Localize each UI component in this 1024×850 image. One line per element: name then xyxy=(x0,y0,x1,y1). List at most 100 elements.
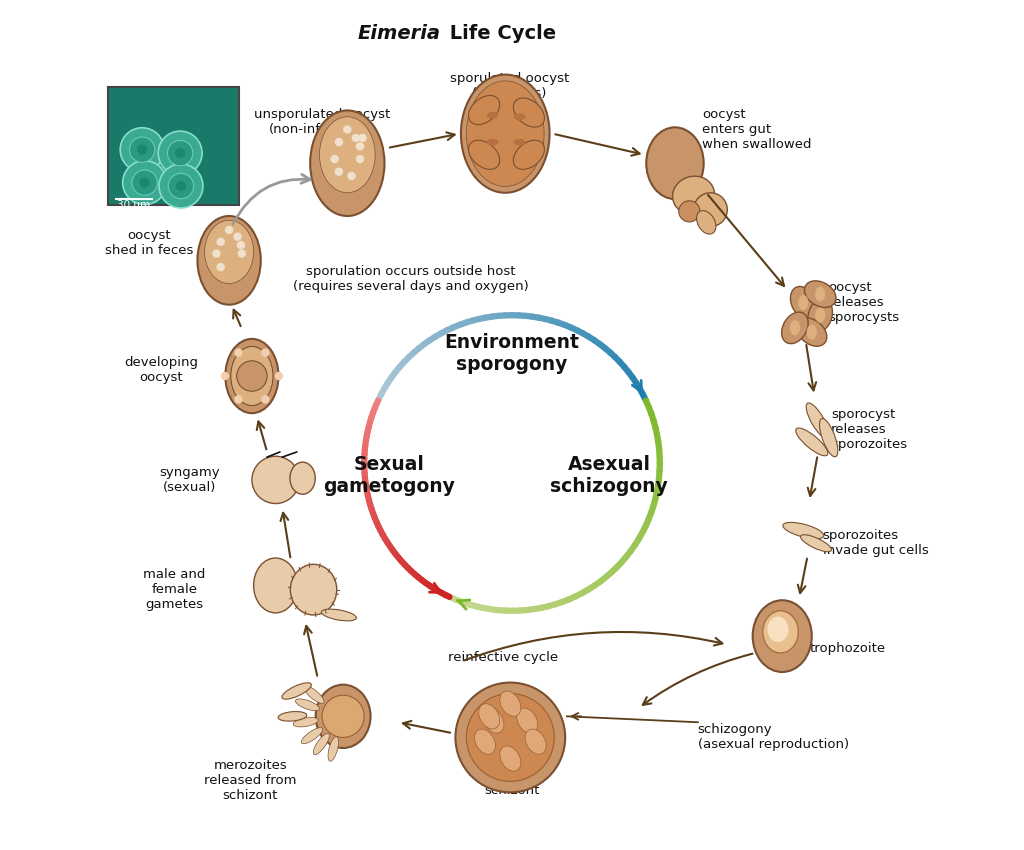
Ellipse shape xyxy=(815,286,825,302)
Ellipse shape xyxy=(808,298,833,332)
Circle shape xyxy=(261,348,269,357)
Ellipse shape xyxy=(313,734,330,755)
Ellipse shape xyxy=(799,295,808,310)
Text: oocyst
releases
sporocysts: oocyst releases sporocysts xyxy=(828,281,900,324)
Ellipse shape xyxy=(646,128,703,199)
Circle shape xyxy=(132,170,158,196)
Circle shape xyxy=(274,371,284,380)
Text: reinfective cycle: reinfective cycle xyxy=(449,651,559,664)
Ellipse shape xyxy=(796,428,827,456)
Ellipse shape xyxy=(478,704,500,729)
Ellipse shape xyxy=(474,729,496,754)
Ellipse shape xyxy=(500,691,521,717)
Ellipse shape xyxy=(254,558,298,613)
Circle shape xyxy=(343,125,351,133)
Ellipse shape xyxy=(513,139,525,145)
Circle shape xyxy=(331,155,339,163)
Text: sporocyst
releases
sporozoites: sporocyst releases sporozoites xyxy=(831,408,907,451)
Circle shape xyxy=(216,263,225,271)
Ellipse shape xyxy=(279,711,307,721)
Ellipse shape xyxy=(673,176,715,214)
Ellipse shape xyxy=(806,403,829,439)
Ellipse shape xyxy=(319,116,375,193)
Circle shape xyxy=(355,142,365,150)
Ellipse shape xyxy=(293,717,318,727)
Circle shape xyxy=(137,144,147,155)
Circle shape xyxy=(335,138,343,146)
Ellipse shape xyxy=(483,708,504,734)
Circle shape xyxy=(168,140,193,166)
Circle shape xyxy=(225,226,233,234)
Ellipse shape xyxy=(291,564,337,615)
Circle shape xyxy=(176,181,186,191)
Ellipse shape xyxy=(693,193,727,227)
Ellipse shape xyxy=(310,110,384,216)
Circle shape xyxy=(234,348,243,357)
Circle shape xyxy=(233,232,242,241)
Ellipse shape xyxy=(513,113,525,120)
Ellipse shape xyxy=(301,728,323,744)
Ellipse shape xyxy=(282,683,311,700)
Ellipse shape xyxy=(679,201,699,222)
Ellipse shape xyxy=(205,220,254,284)
Circle shape xyxy=(220,371,229,380)
Circle shape xyxy=(335,167,343,176)
Text: sporozoites
invade gut cells: sporozoites invade gut cells xyxy=(822,530,929,558)
Circle shape xyxy=(212,249,220,258)
Ellipse shape xyxy=(815,308,825,323)
Ellipse shape xyxy=(513,98,545,127)
Circle shape xyxy=(322,695,365,738)
Ellipse shape xyxy=(290,462,315,494)
Circle shape xyxy=(120,128,164,172)
Text: Environment
sporogony: Environment sporogony xyxy=(444,332,580,374)
Text: merozoites
released from
schizont: merozoites released from schizont xyxy=(204,758,297,802)
Text: Life Cycle: Life Cycle xyxy=(442,24,556,42)
Ellipse shape xyxy=(807,325,817,340)
Text: oocyst
shed in feces: oocyst shed in feces xyxy=(104,230,194,258)
Text: sporulated oocyst
(infectious): sporulated oocyst (infectious) xyxy=(450,72,569,100)
Ellipse shape xyxy=(781,312,808,343)
Ellipse shape xyxy=(763,611,799,653)
Text: unsporulated oocyst
(non-infectious): unsporulated oocyst (non-infectious) xyxy=(254,108,390,136)
Circle shape xyxy=(261,395,269,404)
Text: male and
female
gametes: male and female gametes xyxy=(143,568,206,611)
Text: sporulation occurs outside host
(requires several days and oxygen): sporulation occurs outside host (require… xyxy=(293,264,528,292)
Ellipse shape xyxy=(198,216,261,304)
Ellipse shape xyxy=(791,286,816,319)
Ellipse shape xyxy=(696,211,716,234)
Ellipse shape xyxy=(466,81,544,186)
Ellipse shape xyxy=(461,75,550,193)
Ellipse shape xyxy=(469,95,500,125)
Circle shape xyxy=(237,360,267,391)
Circle shape xyxy=(123,161,167,205)
Ellipse shape xyxy=(805,280,836,308)
Ellipse shape xyxy=(767,617,788,642)
Ellipse shape xyxy=(486,139,499,145)
Text: syngamy
(sexual): syngamy (sexual) xyxy=(159,466,220,494)
Ellipse shape xyxy=(797,318,826,346)
Ellipse shape xyxy=(295,699,319,711)
Ellipse shape xyxy=(230,347,273,405)
Text: schizont: schizont xyxy=(484,784,540,797)
Circle shape xyxy=(355,155,365,163)
Ellipse shape xyxy=(517,708,538,734)
Circle shape xyxy=(139,178,150,188)
Circle shape xyxy=(168,173,194,199)
Circle shape xyxy=(129,137,155,162)
Text: Eimeria: Eimeria xyxy=(357,24,440,42)
Ellipse shape xyxy=(304,686,324,704)
Ellipse shape xyxy=(525,729,546,754)
Circle shape xyxy=(238,249,246,258)
Circle shape xyxy=(252,456,299,503)
Text: Sexual
gametogony: Sexual gametogony xyxy=(324,455,456,496)
Ellipse shape xyxy=(783,523,823,539)
Circle shape xyxy=(175,148,185,158)
Circle shape xyxy=(347,172,355,180)
Circle shape xyxy=(456,683,565,792)
Ellipse shape xyxy=(322,609,356,620)
Circle shape xyxy=(358,133,367,142)
Circle shape xyxy=(234,395,243,404)
Text: trophozoite: trophozoite xyxy=(809,643,886,655)
Ellipse shape xyxy=(315,684,371,748)
Ellipse shape xyxy=(486,112,499,119)
